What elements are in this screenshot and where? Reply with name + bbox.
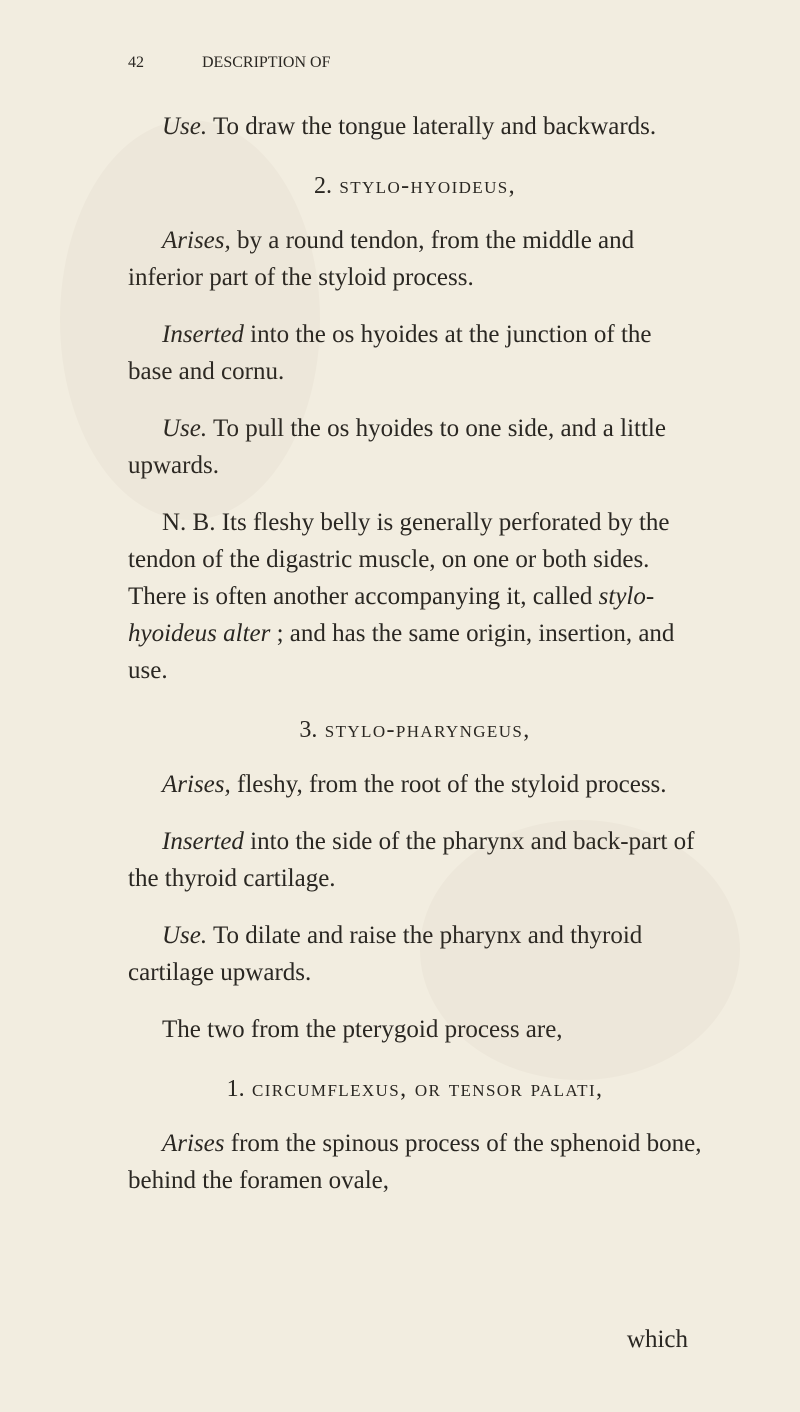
arises-label-4: Arises <box>162 1130 225 1157</box>
section-3-number: 3. <box>299 717 317 743</box>
section-4-heading: 1. circumflexus, or tensor palati, <box>128 1076 702 1103</box>
catchword: which <box>627 1326 688 1354</box>
nb-paragraph: N. B. Its fleshy belly is generally perf… <box>128 504 702 689</box>
arises-label-3: Arises, <box>162 771 231 798</box>
arises-paragraph-4: Arises from the spinous process of the s… <box>128 1125 702 1199</box>
use-label-3: Use. <box>162 922 207 949</box>
use-text: To draw the tongue laterally and backwar… <box>207 113 656 140</box>
running-title: DESCRIPTION OF <box>202 54 330 72</box>
section-4-name: circumflexus, or tensor palati, <box>245 1076 604 1102</box>
page-header: 42 DESCRIPTION OF <box>128 54 702 72</box>
section-2-name: stylo-hyoideus, <box>332 173 516 199</box>
section-4-number: 1. <box>227 1076 245 1102</box>
page-number: 42 <box>128 54 144 72</box>
inserted-label-3: Inserted <box>162 828 244 855</box>
arises-text-3: fleshy, from the root of the styloid pro… <box>231 771 667 798</box>
section-2-number: 2. <box>314 173 332 199</box>
nb-text-a: N. B. Its fleshy belly is generally perf… <box>128 509 670 610</box>
section-3-name: stylo-pharyngeus, <box>317 717 530 743</box>
arises-paragraph-3: Arises, fleshy, from the root of the sty… <box>128 766 702 803</box>
section-3-heading: 3. stylo-pharyngeus, <box>128 717 702 744</box>
